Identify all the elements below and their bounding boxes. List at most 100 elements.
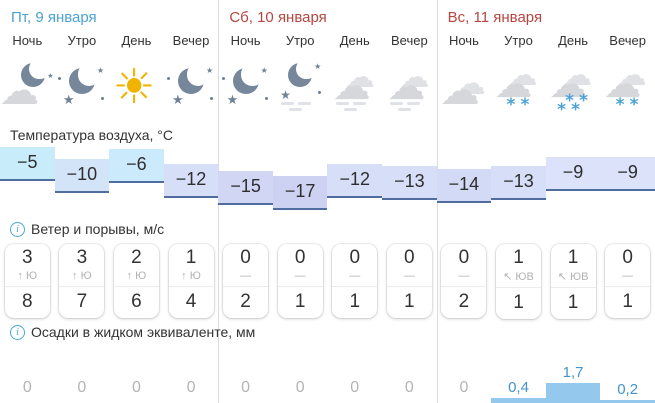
snow-icon: ☁ ☁ * * * * (547, 61, 599, 119)
temperature-cell: −12 (327, 163, 383, 198)
temperature-label-text: Температура воздуха, °С (10, 127, 173, 143)
precip-value: 0 (295, 379, 305, 396)
weather-icon-cell: ☁ ☁ * * * * (546, 52, 601, 122)
star-icon: ★ (96, 66, 105, 75)
precip-value: 0 (241, 379, 251, 396)
moon-cutout (29, 58, 51, 80)
wind-column: 0 — 1 (600, 242, 655, 318)
wind-cell: 1 ↑ Ю 4 (168, 244, 214, 318)
precip-cell: 0 (437, 345, 492, 403)
precip-label-text: Осадки в жидком эквиваленте, мм (31, 324, 256, 340)
wind-gust-value: 1 (277, 286, 323, 318)
wind-speed-value: 1 (513, 247, 524, 268)
wind-gust-value: 1 (386, 286, 432, 318)
day-header[interactable]: Пт, 9 января (11, 9, 97, 26)
sun-icon: ☀ (112, 59, 156, 115)
wind-cell: 3 ↑ Ю 7 (59, 244, 105, 318)
wind-direction-label: — (294, 270, 306, 282)
wind-column: 0 — 1 (273, 242, 328, 318)
time-of-day-cell: День (109, 28, 164, 52)
temperature-column: −6 (109, 145, 164, 218)
temperature-column: −17 (272, 145, 328, 218)
fog-line (289, 108, 303, 111)
wind-cell: 0 — 1 (605, 244, 651, 318)
star-icon: ★ (280, 88, 291, 102)
star-icon: ★ (206, 66, 214, 75)
temperature-cell: −14 (436, 168, 492, 203)
wind-direction-label: ↑ Ю (72, 270, 92, 282)
wind-speed-value: 3 (21, 247, 33, 268)
fog-line (343, 108, 357, 111)
snowflake-icon: * (579, 91, 588, 111)
snowflake-icon: * (629, 95, 639, 115)
snowflake-icon: * (571, 100, 580, 120)
day-header[interactable]: Сб, 10 января (229, 9, 327, 26)
time-of-day-label: День (339, 32, 370, 48)
cloud-fog-icon: ☁ ☁ (329, 61, 381, 113)
temperature-cell: −5 (0, 147, 55, 181)
star-dot (57, 77, 61, 80)
wind-speed-value: 0 (349, 247, 361, 268)
wind-gust-value: 2 (223, 286, 269, 318)
info-icon[interactable]: i (10, 324, 25, 340)
weather-icon-cell: ☁ ☁ (327, 52, 382, 122)
precip-cell: 0 (55, 345, 110, 403)
star-icon: ★ (62, 93, 75, 108)
wind-column: 3 ↑ Ю 8 (0, 242, 55, 318)
clear-night-icon: ★ ★ (165, 61, 217, 113)
wind-speed-value: 0 (404, 247, 415, 268)
star-dot (210, 97, 214, 100)
star-icon: ★ (172, 93, 184, 108)
precip-cell: 0 (273, 345, 328, 403)
moon-cutout (241, 63, 264, 86)
wind-speed-value: 2 (131, 247, 142, 268)
precip-value: 0 (186, 379, 196, 396)
wind-gust-value: 6 (113, 286, 159, 318)
temperature-column: −10 (54, 145, 110, 218)
wind-cell: 3 ↑ Ю 8 (4, 244, 50, 318)
wind-column: 0 — 1 (327, 242, 382, 318)
wind-cell: 2 ↑ Ю 6 (113, 244, 159, 318)
day-header[interactable]: Вс, 11 января (447, 9, 543, 26)
wind-gust-value: 1 (495, 287, 541, 319)
wind-direction-label: — (622, 270, 634, 282)
weather-icon-cell: ☁ ☁ * * (491, 52, 546, 122)
star-dot (318, 91, 322, 94)
precip-bar (545, 383, 601, 403)
precip-value: 0 (459, 379, 469, 396)
time-of-day-label: Ночь (12, 32, 43, 48)
cloud-icon: ☁ (494, 62, 533, 106)
star-dot (167, 77, 171, 80)
fog-line (298, 102, 312, 105)
wind-gust-value: 2 (441, 286, 487, 318)
time-of-day-label: Ночь (448, 32, 479, 48)
precip-cell: 0 (327, 345, 382, 403)
weather-icon-cell: ☀ (109, 52, 164, 122)
time-of-day-label: Утро (67, 32, 97, 48)
snow-light-icon: ☁ ☁ * * (602, 61, 654, 115)
star-icon: ★ (226, 93, 239, 108)
cloud-icon: ☁ (507, 58, 538, 93)
wind-cell: 0 — 1 (386, 244, 432, 318)
weather-icon-cell: ★ ★ (164, 52, 219, 122)
time-of-day-cell: Вечер (600, 28, 655, 52)
precip-section-label: i Осадки в жидком эквиваленте, мм (0, 324, 255, 340)
time-of-day-label: Вечер (390, 32, 428, 48)
fog-line (352, 102, 366, 105)
time-of-day-cell: Вечер (382, 28, 437, 52)
wind-column: 1 ↑ Ю 4 (164, 242, 219, 318)
temperature-column: −13 (491, 145, 546, 218)
weather-icon-cell: ★ ★ (273, 52, 328, 122)
wind-label-text: Ветер и порывы, м/с (31, 221, 165, 237)
fog-line (335, 102, 349, 105)
time-of-day-cell: Вечер (164, 28, 219, 52)
wind-speed-value: 0 (240, 247, 251, 268)
temperature-column: −9 (600, 145, 655, 218)
info-icon[interactable]: i (10, 221, 25, 237)
precip-value: 0 (404, 379, 414, 396)
temperature-column: −5 (0, 145, 55, 218)
precip-cell: 0,4 (491, 345, 546, 403)
precip-value: 0 (350, 379, 360, 396)
wind-speed-value: 3 (76, 247, 88, 268)
wind-speed-value: 0 (294, 247, 306, 268)
